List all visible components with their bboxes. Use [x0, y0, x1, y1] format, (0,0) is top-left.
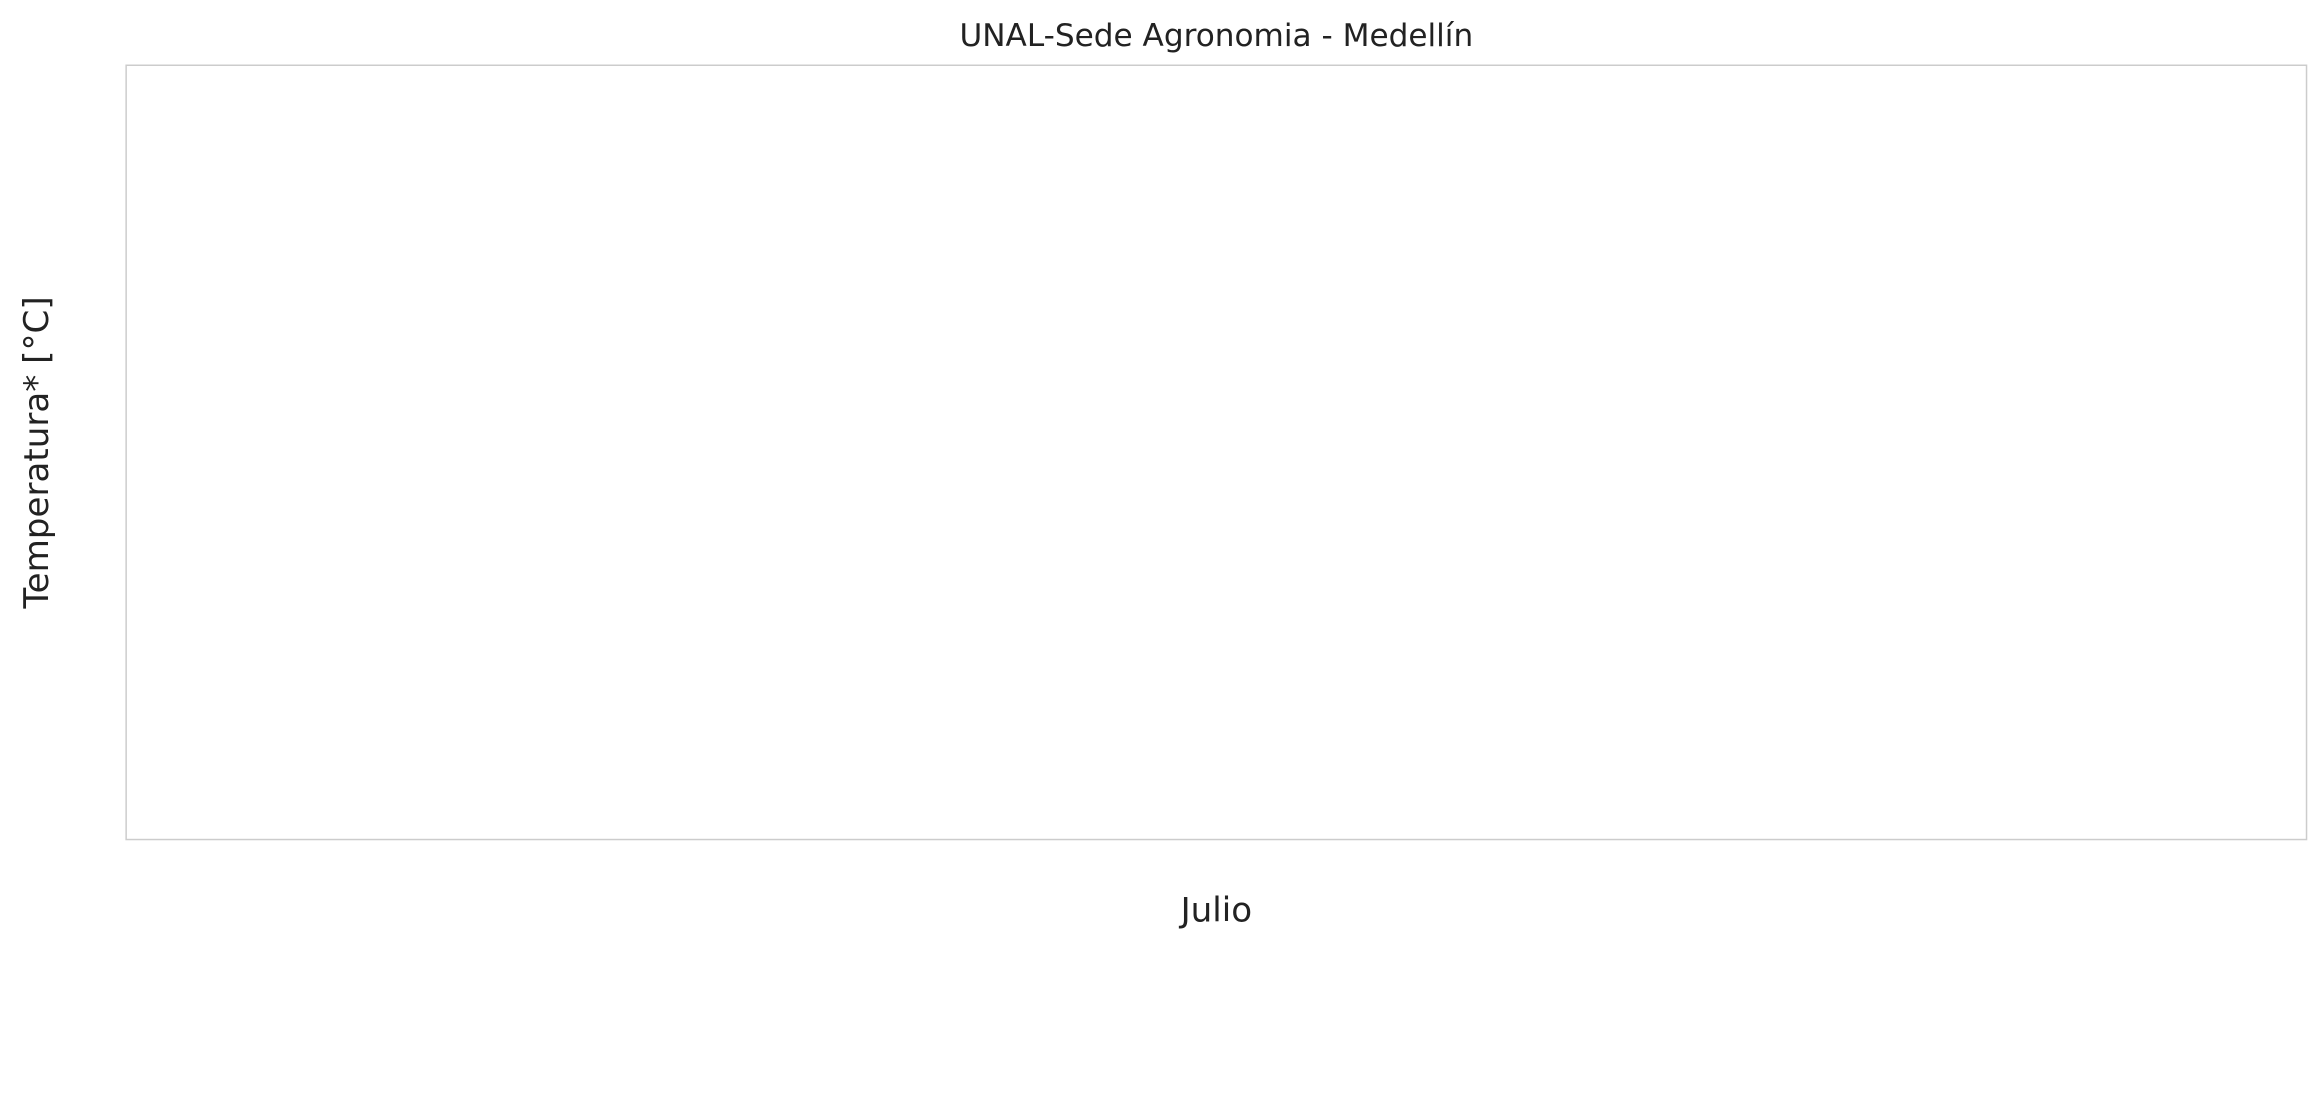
- plot-frame: [125, 64, 2308, 841]
- chart-title: UNAL-Sede Agronomia - Medellín: [959, 18, 1473, 54]
- y-axis-label: Temperatura* [°C]: [17, 296, 57, 609]
- x-axis-label: Julio: [1179, 891, 1253, 931]
